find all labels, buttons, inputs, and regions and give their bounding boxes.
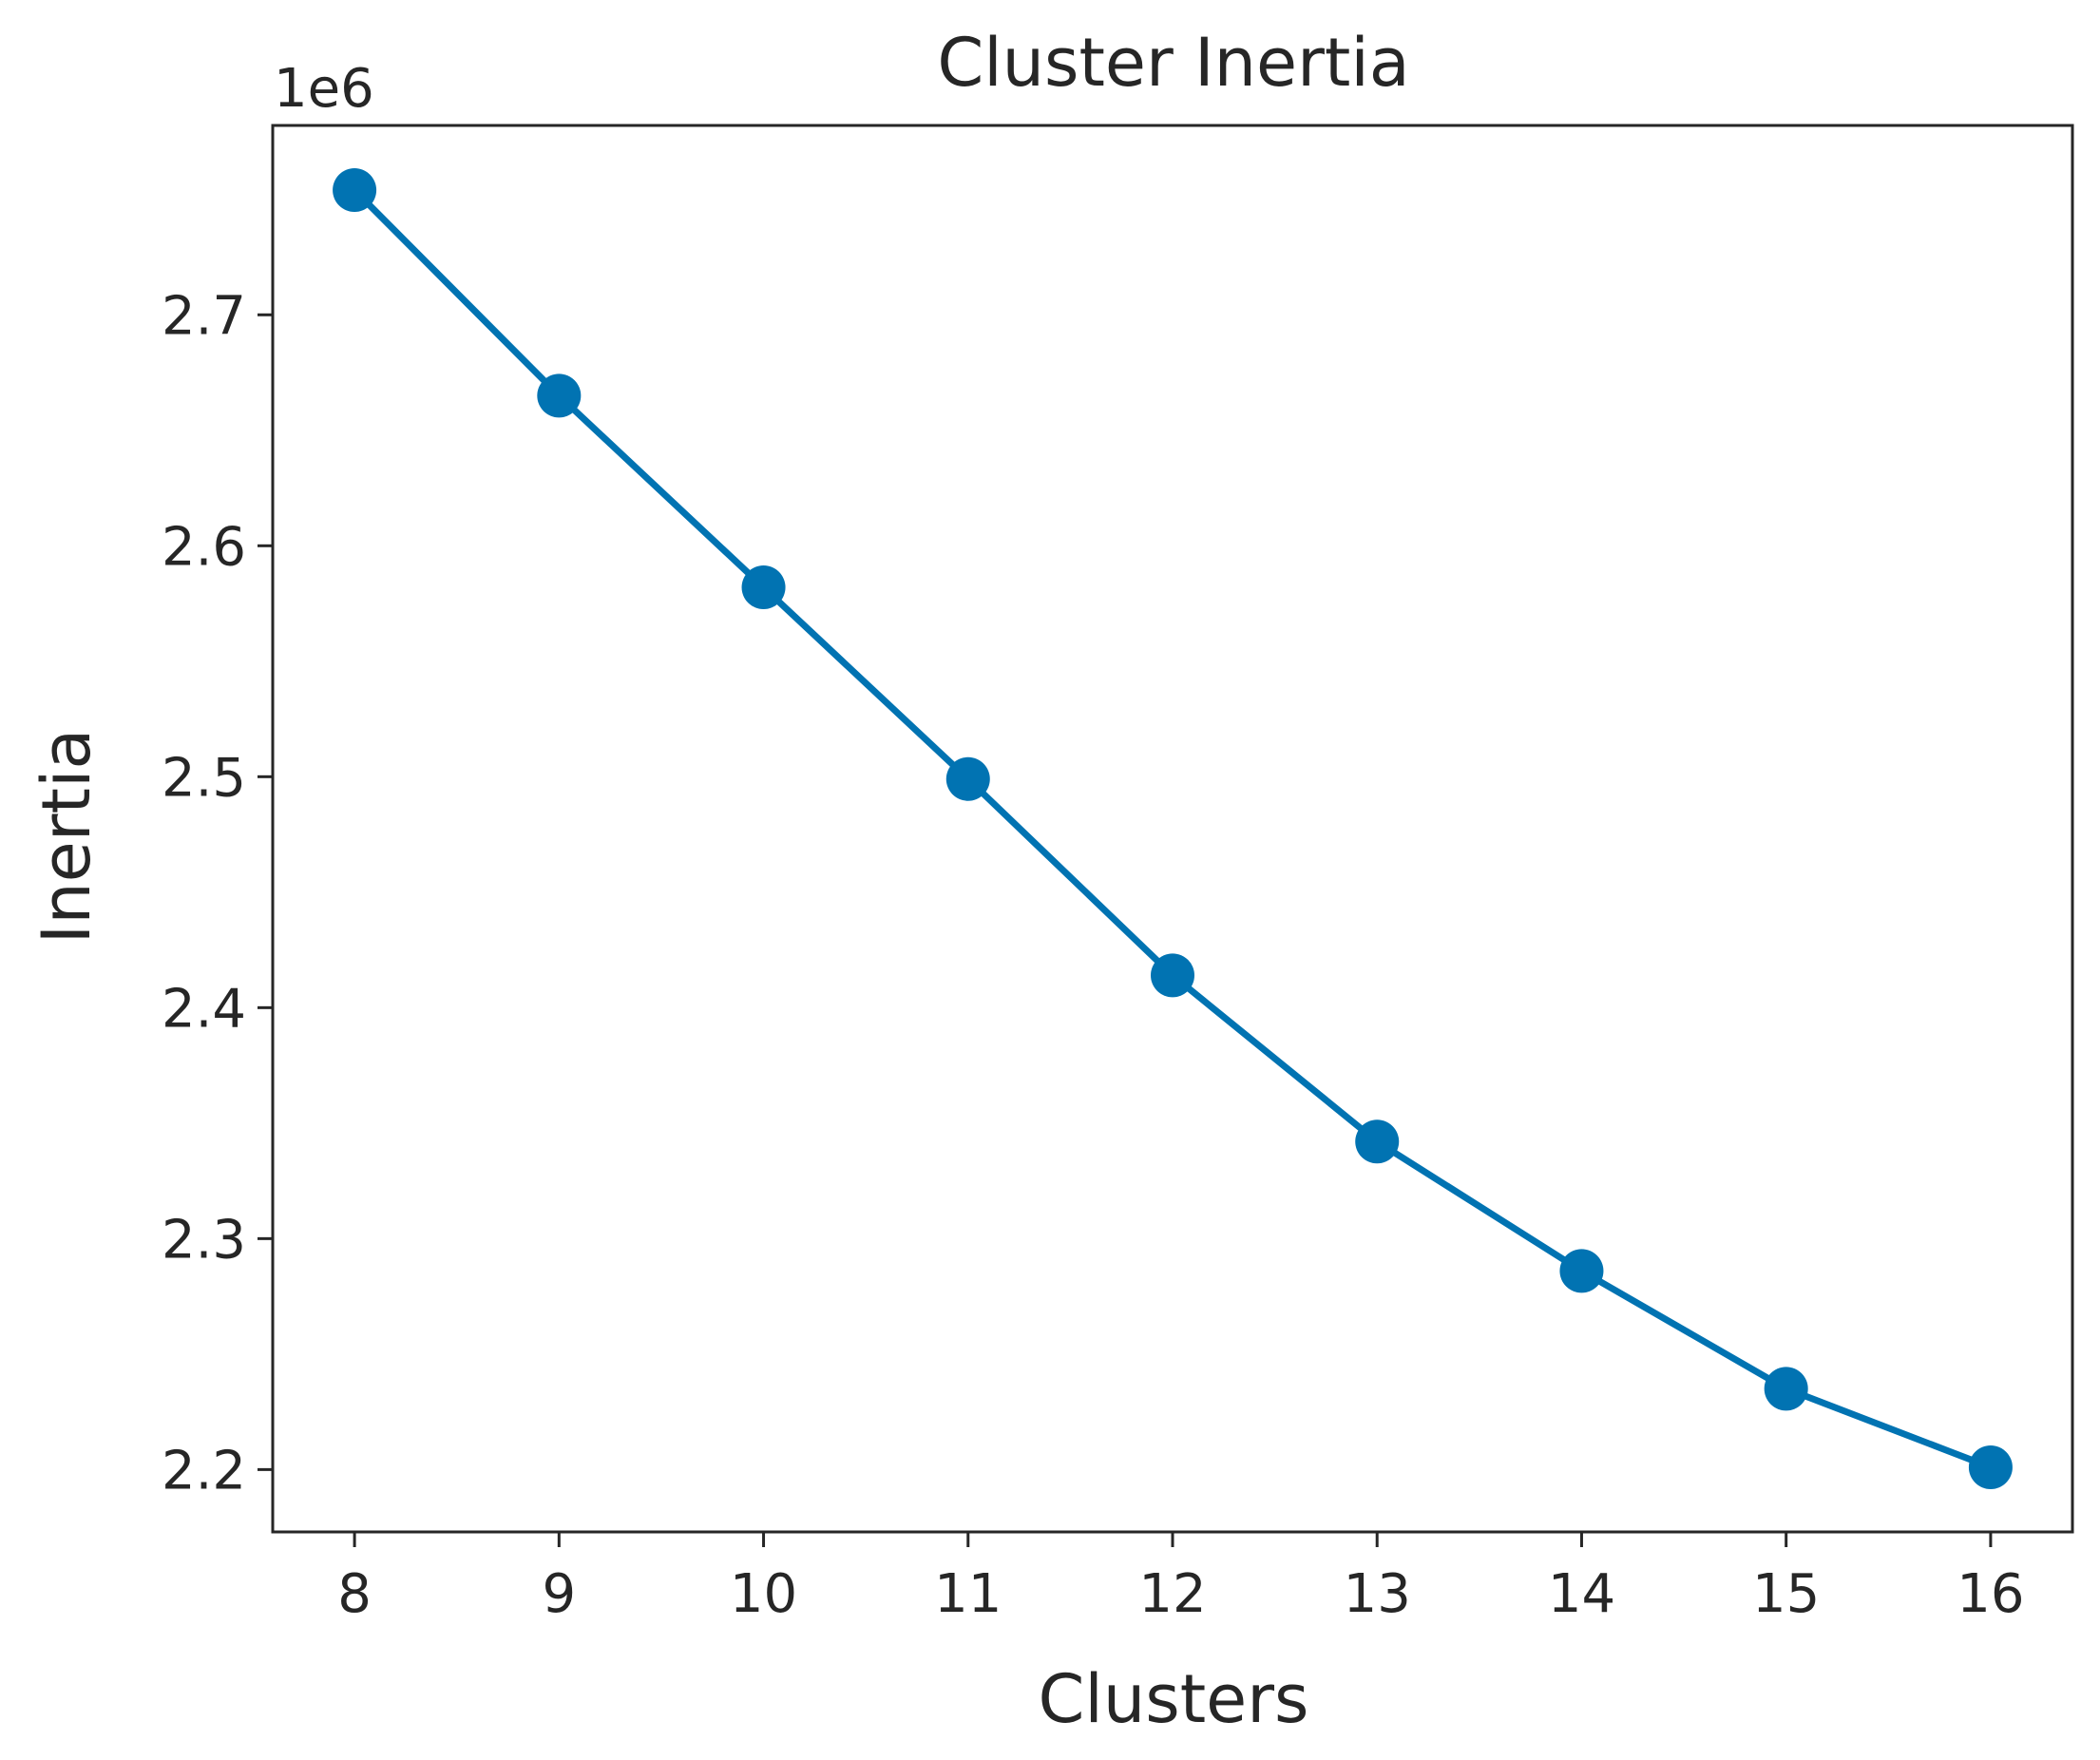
x-tick-label-13: 13 [1344,1563,1411,1625]
y-axis-label: Inertia [28,729,105,945]
data-point-10 [741,565,786,610]
x-tick-label-8: 8 [337,1563,372,1625]
data-point-11 [945,756,990,801]
y-tick-label-2.2: 2.2 [162,1440,246,1502]
y-tick-label-2.5: 2.5 [162,747,246,809]
x-tick-label-12: 12 [1138,1563,1206,1625]
data-point-14 [1559,1249,1604,1293]
data-point-16 [1968,1444,2013,1489]
data-point-8 [333,168,377,213]
x-tick-label-15: 15 [1752,1563,1820,1625]
data-point-9 [537,373,582,418]
x-axis-label: Clusters [1039,1660,1309,1738]
plot-frame [271,124,2074,1534]
x-tick-label-10: 10 [730,1563,797,1625]
series-line-0 [351,186,1995,1471]
y-tick-label-2.7: 2.7 [162,285,246,347]
x-tick-label-11: 11 [934,1563,1002,1625]
y-tick-label-2.6: 2.6 [162,516,246,578]
y-tick-label-2.4: 2.4 [162,978,246,1040]
data-point-13 [1355,1119,1400,1164]
x-tick-label-16: 16 [1957,1563,2024,1625]
data-point-15 [1764,1367,1808,1411]
chart-title: Cluster Inertia [937,24,1409,102]
data-point-12 [1151,953,1194,998]
x-tick-label-14: 14 [1548,1563,1615,1625]
x-tick-label-9: 9 [542,1563,576,1625]
y-tick-label-2.3: 2.3 [162,1209,246,1271]
plot-area: 8 9 10 11 12 13 14 15 16 2.2 2.3 2.4 2.5 2.6 2.7 [162,124,2074,1625]
y-axis-offset-label: 1e6 [274,58,374,120]
